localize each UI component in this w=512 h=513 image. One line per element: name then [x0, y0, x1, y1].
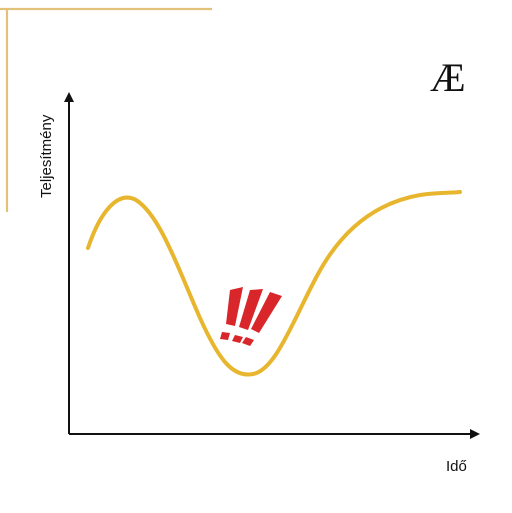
alert-icon: [220, 287, 282, 346]
brand-logo: Æ: [430, 55, 464, 100]
exclamation-mark-3: [242, 292, 282, 346]
exclamation-1-dot: [220, 332, 230, 340]
x-axis-arrow-icon: [470, 429, 480, 439]
axes: [64, 92, 480, 439]
x-axis-label: Idő: [446, 458, 467, 475]
accent-frame: [0, 7, 212, 212]
exclamation-2-dot: [232, 335, 243, 343]
performance-curve: [86, 190, 462, 377]
y-axis-label: Teljesítmény: [38, 114, 55, 198]
y-axis-arrow-icon: [64, 92, 74, 102]
exclamation-mark-1: [220, 287, 243, 340]
exclamation-3-dot: [242, 337, 254, 346]
exclamation-mark-2: [232, 289, 263, 343]
exclamation-3-bar: [251, 292, 282, 333]
exclamation-1-bar: [226, 287, 243, 326]
exclamation-2-bar: [239, 289, 263, 330]
